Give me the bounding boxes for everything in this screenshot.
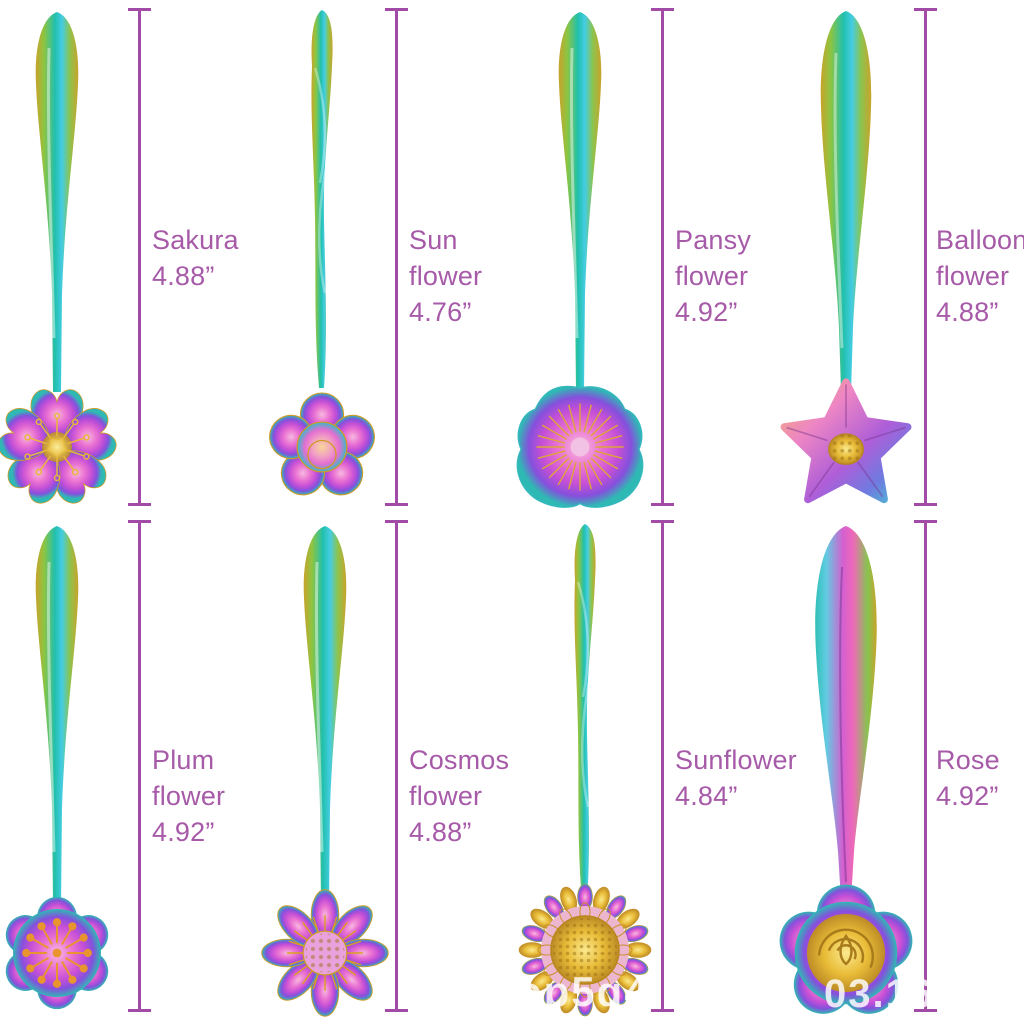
sun-flower-spoon-image (263, 10, 381, 504)
measure-line-sakura (128, 8, 151, 506)
label-line: flower (409, 781, 483, 811)
label-plum-flower: Plum flower 4.92” (152, 742, 225, 850)
plum-flower-spoon-image (0, 526, 116, 1010)
watermark-text: op5q4 (516, 968, 650, 1015)
label-line: 4.76” (409, 297, 472, 327)
label-sakura: Sakura 4.88” (152, 222, 239, 294)
label-pansy-flower: Pansy flower 4.92” (675, 222, 751, 330)
label-line: 4.88” (936, 297, 999, 327)
label-line: Cosmos (409, 745, 510, 775)
label-line: flower (409, 261, 483, 291)
measure-line-sun-flower (385, 8, 408, 506)
label-line: 4.84” (675, 781, 738, 811)
measure-line-sunflower (651, 520, 674, 1012)
label-line: 4.88” (152, 261, 215, 291)
label-line: flower (936, 261, 1010, 291)
rose-spoon-image (771, 526, 921, 1026)
label-line: Balloon (936, 225, 1024, 255)
label-cosmos-flower: Cosmos flower 4.88” (409, 742, 509, 850)
label-line: Sunflower (675, 745, 797, 775)
label-sunflower: Sunflower 4.84” (675, 742, 797, 814)
label-sun-flower: Sun flower 4.76” (409, 222, 482, 330)
label-line: Plum (152, 745, 215, 775)
measure-line-pansy-flower (651, 8, 674, 506)
label-line: 4.88” (409, 817, 472, 847)
label-line: 4.92” (152, 817, 215, 847)
cosmos-flower-spoon-image (261, 526, 389, 1017)
label-line: Pansy (675, 225, 752, 255)
label-rose: Rose 4.92” (936, 742, 1000, 814)
balloon-flower-spoon-image (780, 11, 912, 504)
label-line: Sakura (152, 225, 239, 255)
pansy-flower-spoon-image (516, 12, 644, 508)
measure-line-balloon-flower (914, 8, 937, 506)
label-line: Sun (409, 225, 458, 255)
label-line: flower (675, 261, 749, 291)
label-line: flower (152, 781, 226, 811)
measure-line-cosmos-flower (385, 520, 408, 1012)
label-balloon-flower: Balloon flower 4.88” (936, 222, 1024, 330)
label-line: 4.92” (675, 297, 738, 327)
sunflower-spoon-image (518, 524, 652, 1017)
label-line: 4.92” (936, 781, 999, 811)
measure-line-plum-flower (128, 520, 151, 1012)
watermark-text: 03.1688 (824, 972, 983, 1016)
sakura-spoon-image (0, 12, 121, 510)
label-line: Rose (936, 745, 1000, 775)
measure-line-rose (914, 520, 937, 1012)
